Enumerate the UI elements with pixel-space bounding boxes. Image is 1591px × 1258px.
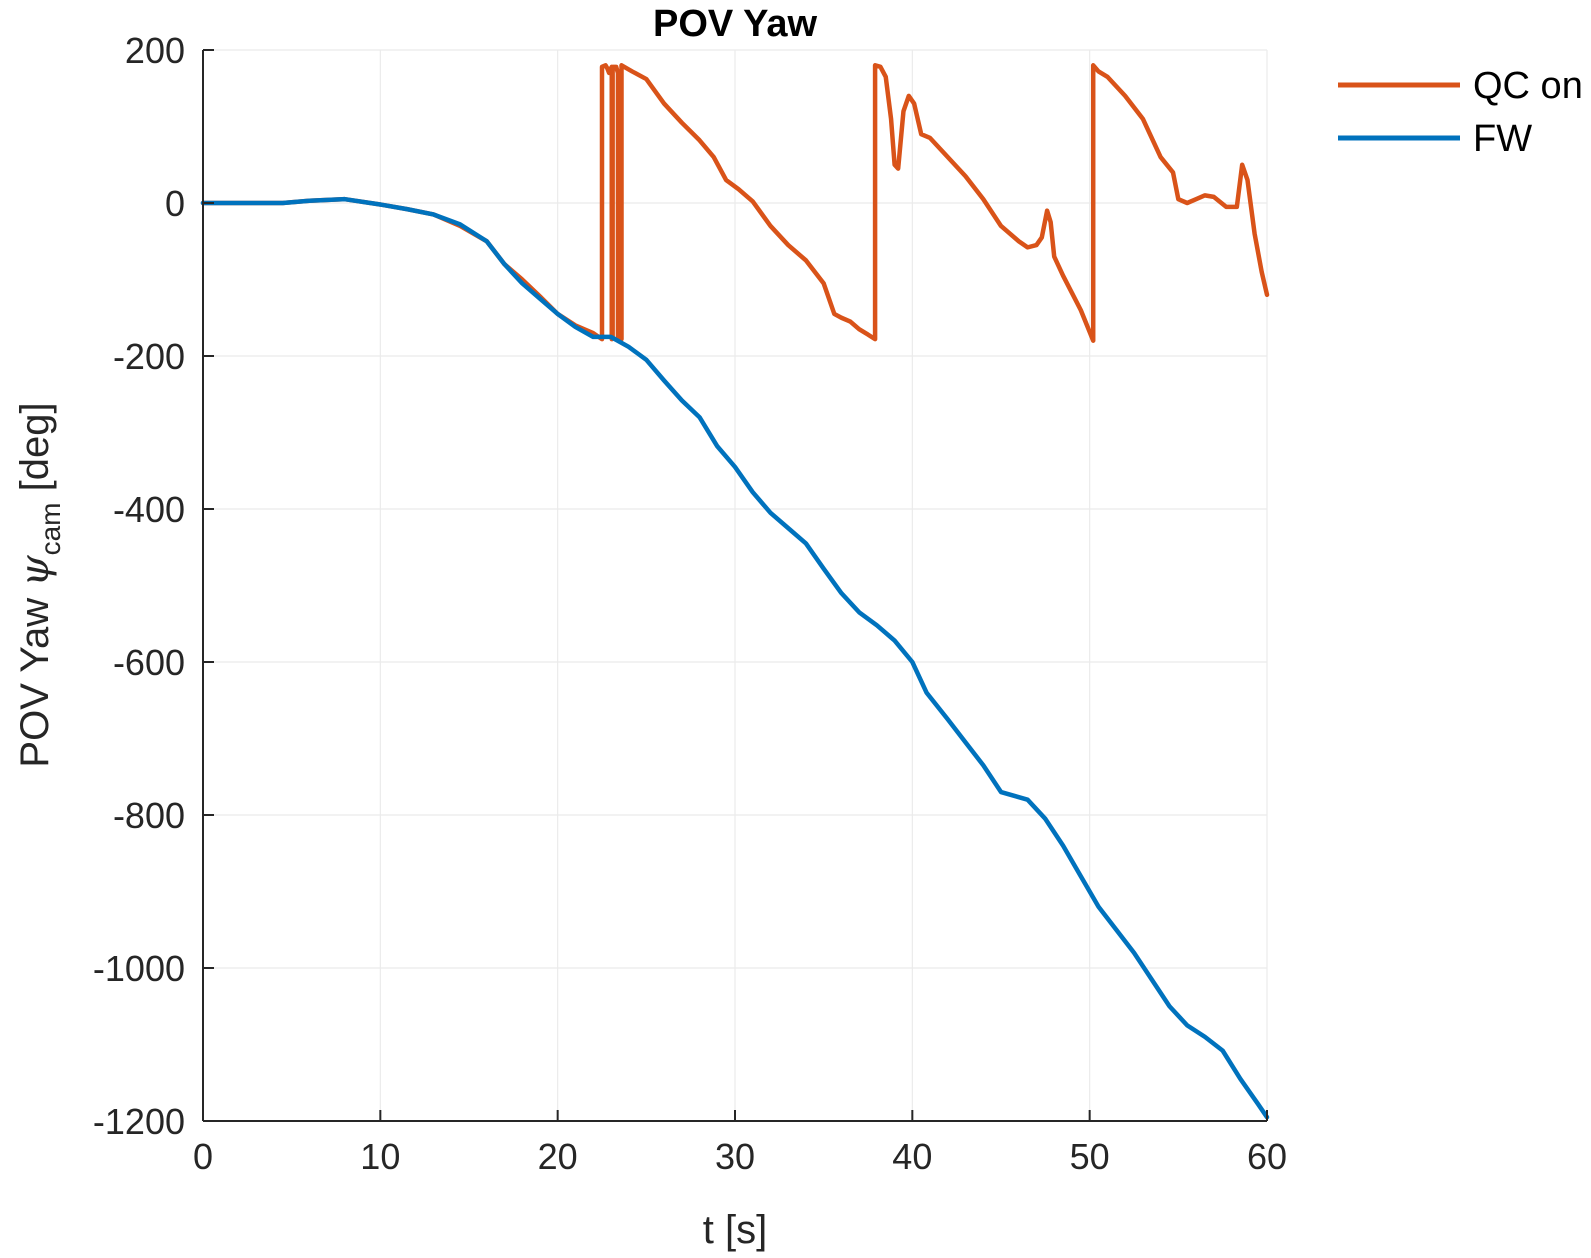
y-axis-label-subscript: cam [35, 502, 66, 555]
x-tick-label-0: 0 [193, 1136, 213, 1177]
legend-label-qc-on: QC on [1473, 65, 1583, 107]
x-tick-label-2: 20 [538, 1136, 578, 1177]
y-tick-label-7: -1200 [93, 1101, 185, 1142]
y-tick-label-6: -1000 [93, 948, 185, 989]
legend: QC on FW [1338, 65, 1583, 160]
series-line-fw [200, 196, 1270, 1120]
x-tick-label-4: 40 [892, 1136, 932, 1177]
ticks-layer: 0 10 20 30 40 50 60 200 0 -200 -400 -600 -800 -1000 -1… [93, 30, 1287, 1177]
y-axis-label-symbol: ψ [12, 555, 58, 587]
x-axis-label: t [s] [703, 1208, 767, 1252]
y-tick-label-1: 0 [165, 183, 185, 224]
x-tick-label-5: 50 [1070, 1136, 1110, 1177]
x-tick-label-3: 30 [715, 1136, 755, 1177]
x-tick-label-1: 10 [360, 1136, 400, 1177]
y-tick-label-4: -600 [113, 642, 185, 683]
y-tick-label-2: -200 [113, 336, 185, 377]
y-axis-label-prefix: POV Yaw [13, 587, 57, 768]
y-tick-label-5: -800 [113, 795, 185, 836]
chart-title: POV Yaw [653, 3, 818, 45]
y-axis-label: POV Yaw ψcam [deg] [12, 402, 66, 767]
y-tick-label-0: 200 [125, 30, 185, 71]
legend-label-fw: FW [1473, 118, 1532, 160]
series-layer [200, 63, 1270, 1120]
x-tick-label-6: 60 [1247, 1136, 1287, 1177]
y-axis-label-suffix: [deg] [13, 402, 57, 502]
y-tick-label-3: -400 [113, 489, 185, 530]
